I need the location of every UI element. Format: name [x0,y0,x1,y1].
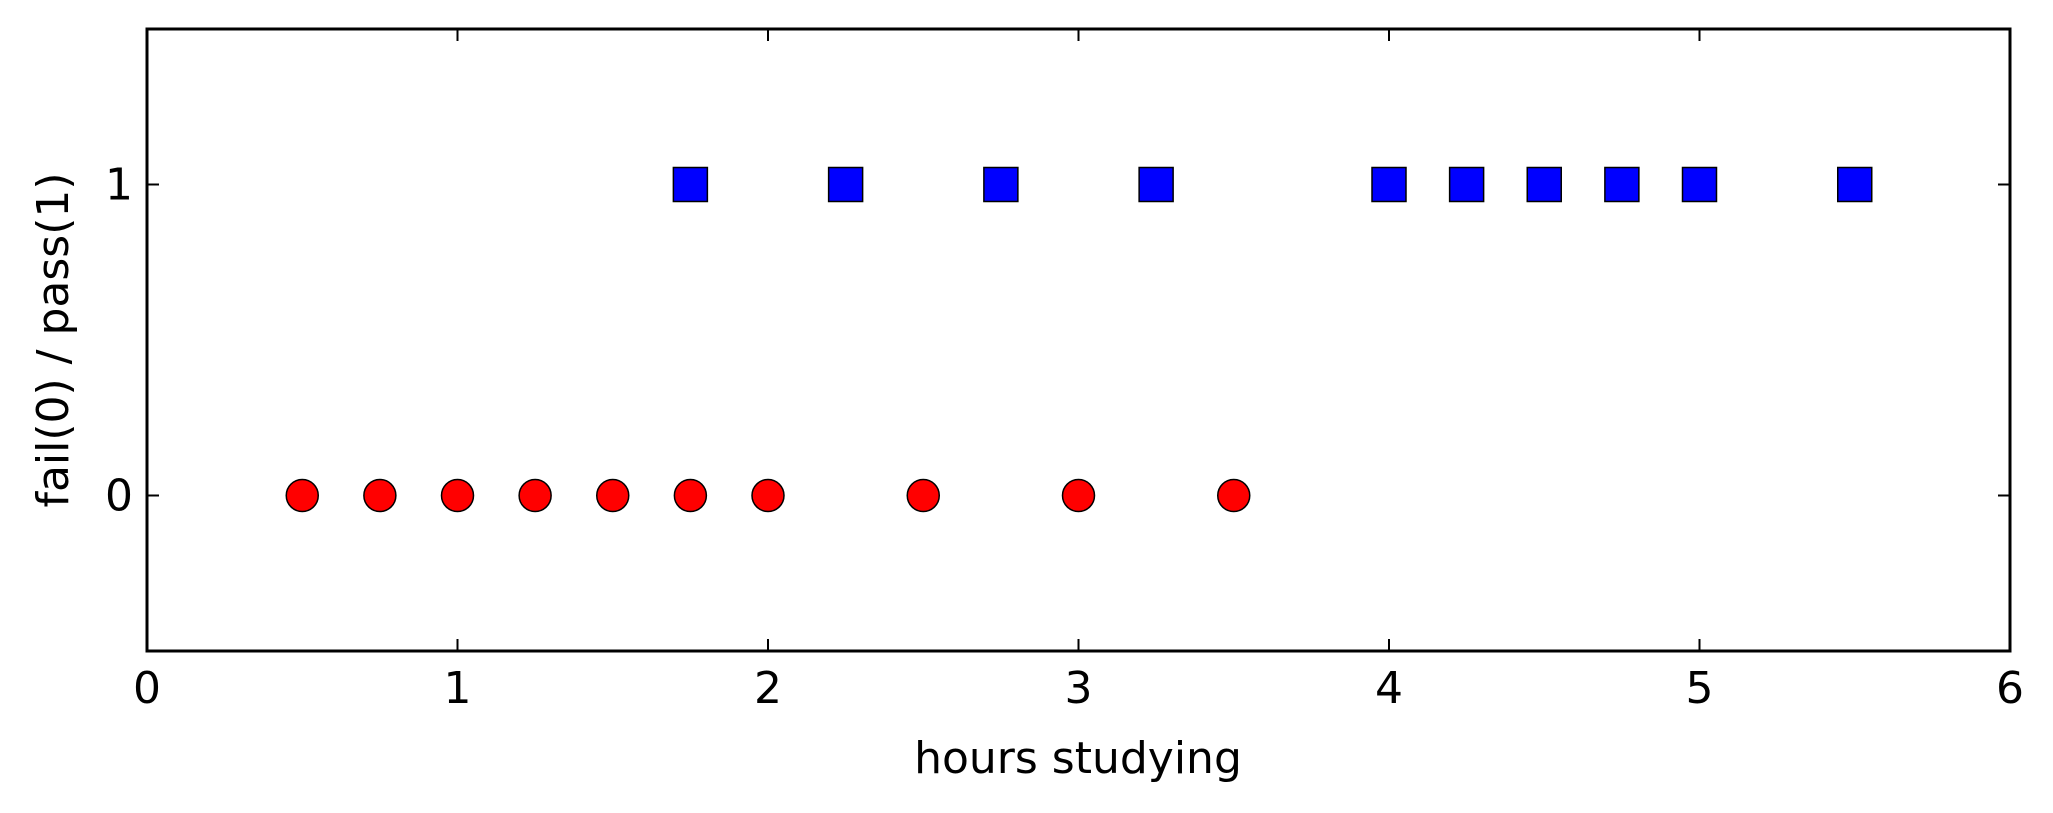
fail-point-marker [596,478,630,513]
plot-frame [145,27,2012,653]
pass-point-marker [672,166,709,203]
x-tick-label: 1 [444,663,472,714]
pass-point-marker [1526,166,1562,203]
pass-point-marker [1837,166,1873,203]
pass-point-marker [1448,166,1485,203]
pass-point-marker [1604,166,1640,203]
fail-point-marker [363,478,397,513]
x-tick-labels: 0 1 2 3 4 5 6 [133,663,2024,714]
pass-point-marker [827,166,864,203]
axis-ticks [146,29,2011,651]
fail-point-marker [285,478,319,513]
fail-point-marker [751,478,785,513]
pass-point-marker [1681,166,1718,203]
y-tick-label: 1 [105,160,133,211]
y-tick-label: 0 [105,471,133,522]
pass-point-marker [1138,166,1174,203]
fail-point-marker [673,478,708,513]
x-tick-label: 3 [1065,663,1093,714]
fail-point-marker [906,478,940,513]
x-tick-label: 5 [1686,663,1714,714]
x-tick-label: 4 [1375,663,1403,714]
x-axis-label: hours studying [914,733,1242,784]
y-axis-label: fail(0) / pass(1) [28,172,79,507]
fail-point-marker [518,478,552,513]
x-tick-label: 0 [133,663,161,714]
fail-point-marker [440,478,475,513]
fail-point-marker [1061,478,1096,513]
y-tick-labels: 01 [105,160,133,522]
data-points [285,166,1873,513]
fail-point-marker [1217,478,1251,513]
pass-point-marker [1371,166,1407,203]
x-tick-label: 2 [754,663,782,714]
pass-point-marker [983,166,1019,203]
x-tick-label: 6 [1996,663,2024,714]
